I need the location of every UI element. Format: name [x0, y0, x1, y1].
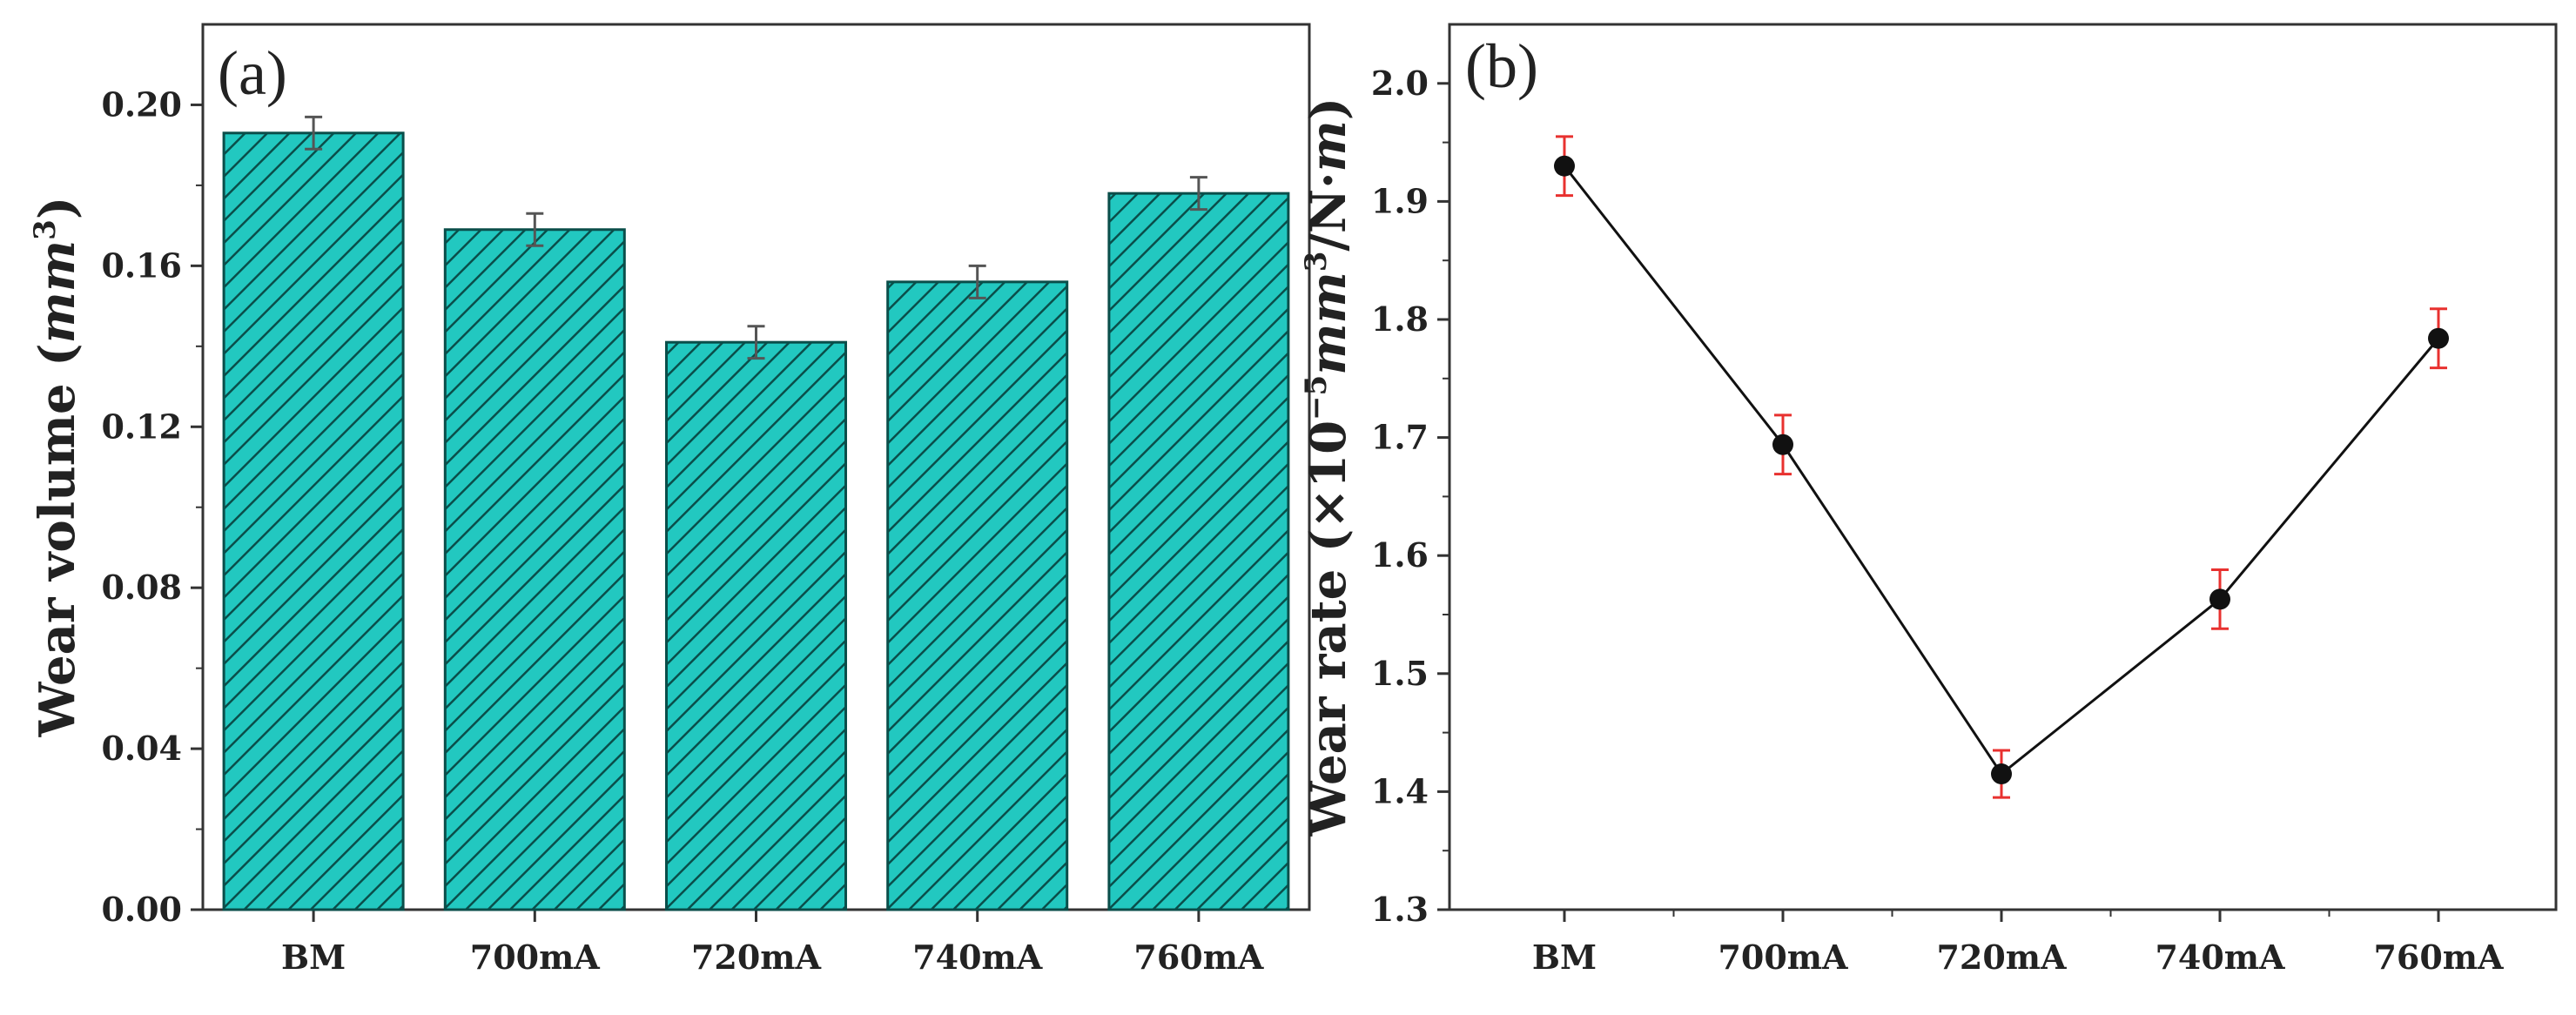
y-tick-label: 1.6 [1371, 535, 1429, 575]
x-tick-label: 760mA [2373, 938, 2504, 977]
wear-rate-series [1554, 135, 2449, 799]
y-tick-label: 0.04 [101, 729, 182, 768]
bars [222, 115, 1290, 911]
x-tick-label: BM [281, 938, 346, 977]
y-tick-label: 1.3 [1371, 890, 1429, 929]
x-tick-label: 740mA [912, 938, 1043, 977]
x-axis-ticks: BM 700mA 720mA 740mA 760mA [1532, 910, 2504, 977]
panel-label: (a) [218, 38, 287, 108]
data-point [1772, 434, 1793, 455]
data-point [2209, 588, 2230, 610]
y-tick-label: 0.00 [101, 890, 182, 929]
y-tick-label: 0.12 [101, 407, 182, 446]
x-tick-label: 700mA [470, 938, 601, 977]
y-axis-ticks: 0.00 0.04 0.08 0.12 0.16 0.20 [101, 84, 203, 929]
data-point [1554, 155, 1575, 177]
x-tick-label: 740mA [2155, 938, 2285, 977]
y-tick-label: 1.7 [1371, 418, 1429, 457]
x-tick-label: BM [1532, 938, 1597, 977]
x-tick-label: 720mA [1936, 938, 2067, 977]
wear-rate-line-chart: 1.3 1.4 1.5 1.6 1.7 1.8 1.9 2.0 BM 700mA 720mA 740… [1299, 23, 2558, 977]
bar [886, 280, 1069, 911]
x-tick-label: 720mA [691, 938, 822, 977]
x-tick-label: 700mA [1718, 938, 1848, 977]
y-axis-label: Wear volume (mm3) [28, 197, 86, 738]
y-tick-label: 1.8 [1371, 299, 1429, 339]
y-tick-label: 1.4 [1371, 771, 1429, 810]
y-tick-label: 1.9 [1371, 181, 1429, 220]
wear-volume-bar-chart: 0.00 0.04 0.08 0.12 0.16 0.20 BM 700mA 720mA 740… [28, 23, 1311, 977]
x-axis-ticks: BM 700mA 720mA 740mA 760mA [281, 910, 1264, 977]
bar [1107, 192, 1290, 911]
y-axis-label: Wear rate (×10−5mm3/N·m) [1299, 97, 1357, 837]
y-tick-label: 0.20 [101, 84, 182, 124]
data-point [1991, 763, 2012, 785]
panel-label: (b) [1465, 31, 1538, 101]
bar [665, 340, 847, 911]
y-tick-label: 0.08 [101, 568, 182, 607]
bar [443, 228, 626, 911]
x-tick-label: 760mA [1133, 938, 1264, 977]
y-axis-ticks: 1.3 1.4 1.5 1.6 1.7 1.8 1.9 2.0 [1371, 64, 1449, 929]
bar [222, 131, 405, 911]
y-tick-label: 2.0 [1371, 64, 1429, 103]
y-tick-label: 0.16 [101, 245, 182, 285]
y-tick-label: 1.5 [1371, 654, 1429, 693]
data-point [2428, 327, 2449, 349]
series-line [1563, 165, 2440, 776]
